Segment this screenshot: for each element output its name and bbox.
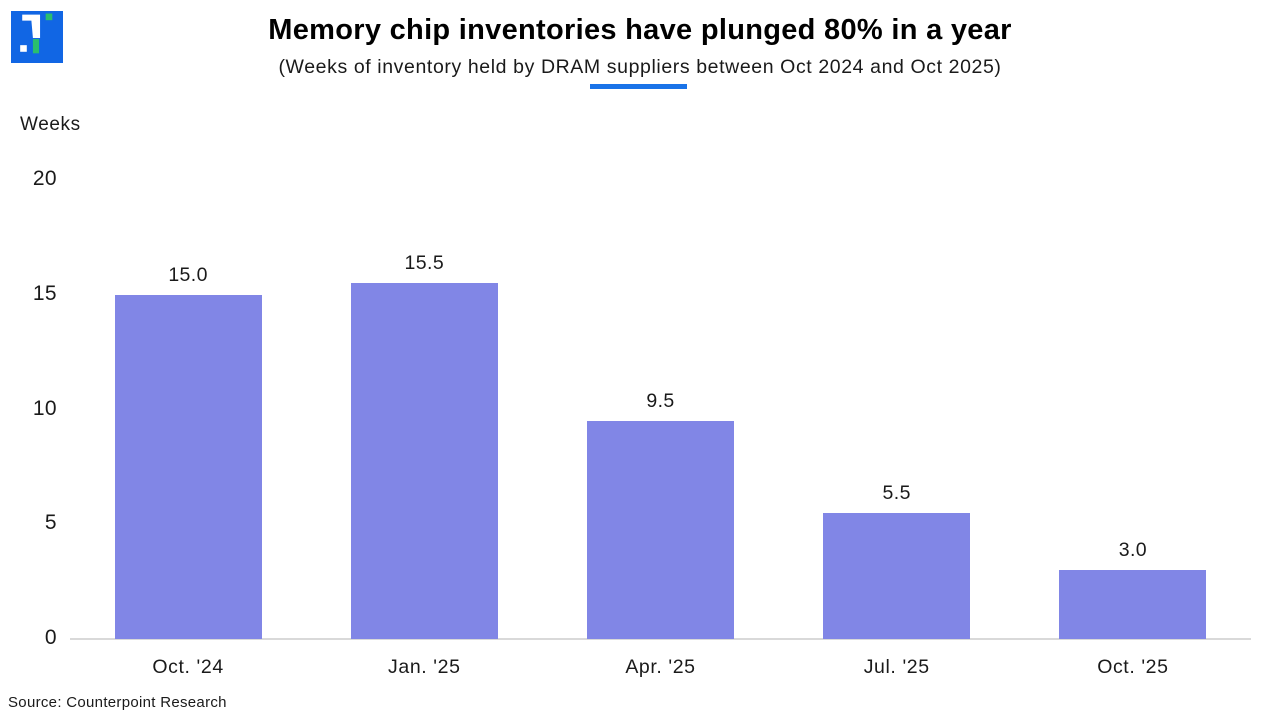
bar-value-label: 5.5 bbox=[882, 481, 911, 504]
y-tick-label: 0 bbox=[44, 626, 57, 649]
subtitle-accent-underline bbox=[590, 84, 687, 89]
bar bbox=[1059, 570, 1207, 639]
bar-value-label: 15.5 bbox=[404, 252, 445, 275]
x-axis-line bbox=[70, 638, 1251, 640]
chart-subtitle: (Weeks of inventory held by DRAM supplie… bbox=[278, 56, 1002, 78]
chart-title: Memory chip inventories have plunged 80%… bbox=[268, 14, 1012, 46]
y-axis-title: Weeks bbox=[20, 114, 81, 135]
source-attribution: Source: Counterpoint Research bbox=[8, 694, 227, 711]
bar bbox=[350, 283, 498, 639]
bar-value-label: 15.0 bbox=[168, 263, 208, 286]
bar-value-label: 9.5 bbox=[646, 389, 675, 412]
y-tick-label: 20 bbox=[32, 167, 57, 190]
x-tick-label: Apr. '25 bbox=[625, 656, 696, 678]
bar bbox=[114, 294, 262, 639]
x-tick-label: Oct. '25 bbox=[1097, 656, 1169, 678]
x-tick-label: Oct. '24 bbox=[152, 656, 224, 678]
x-tick-label: Jan. '25 bbox=[388, 656, 461, 678]
y-tick-label: 5 bbox=[44, 511, 57, 535]
bar bbox=[587, 420, 734, 639]
bar-value-label: 3.0 bbox=[1118, 539, 1148, 562]
x-tick-label: Jul. '25 bbox=[863, 656, 930, 678]
counterpoint-research-logo-icon bbox=[11, 11, 63, 63]
y-tick-label: 15 bbox=[32, 281, 57, 305]
y-tick-label: 10 bbox=[32, 396, 57, 420]
bar bbox=[823, 512, 971, 639]
